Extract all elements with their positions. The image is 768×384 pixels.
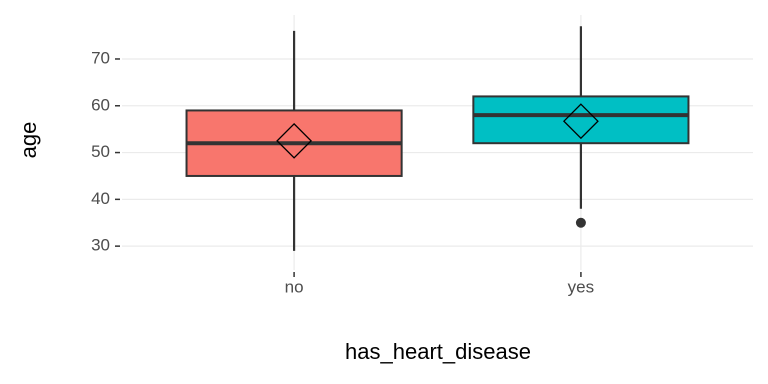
outlier xyxy=(575,217,586,228)
y-axis-title: age xyxy=(16,122,41,159)
y-tick-label: 50 xyxy=(91,142,110,161)
x-axis-title: has_heart_disease xyxy=(345,339,531,364)
mean-marker xyxy=(276,122,313,159)
y-tick-label: 60 xyxy=(91,95,110,114)
y-tick-label: 70 xyxy=(91,48,110,67)
x-tick-label: yes xyxy=(568,277,594,296)
mean-marker xyxy=(562,103,599,140)
x-tick-label: no xyxy=(285,277,304,296)
y-tick-label: 30 xyxy=(91,236,110,255)
y-tick-label: 40 xyxy=(91,189,110,208)
